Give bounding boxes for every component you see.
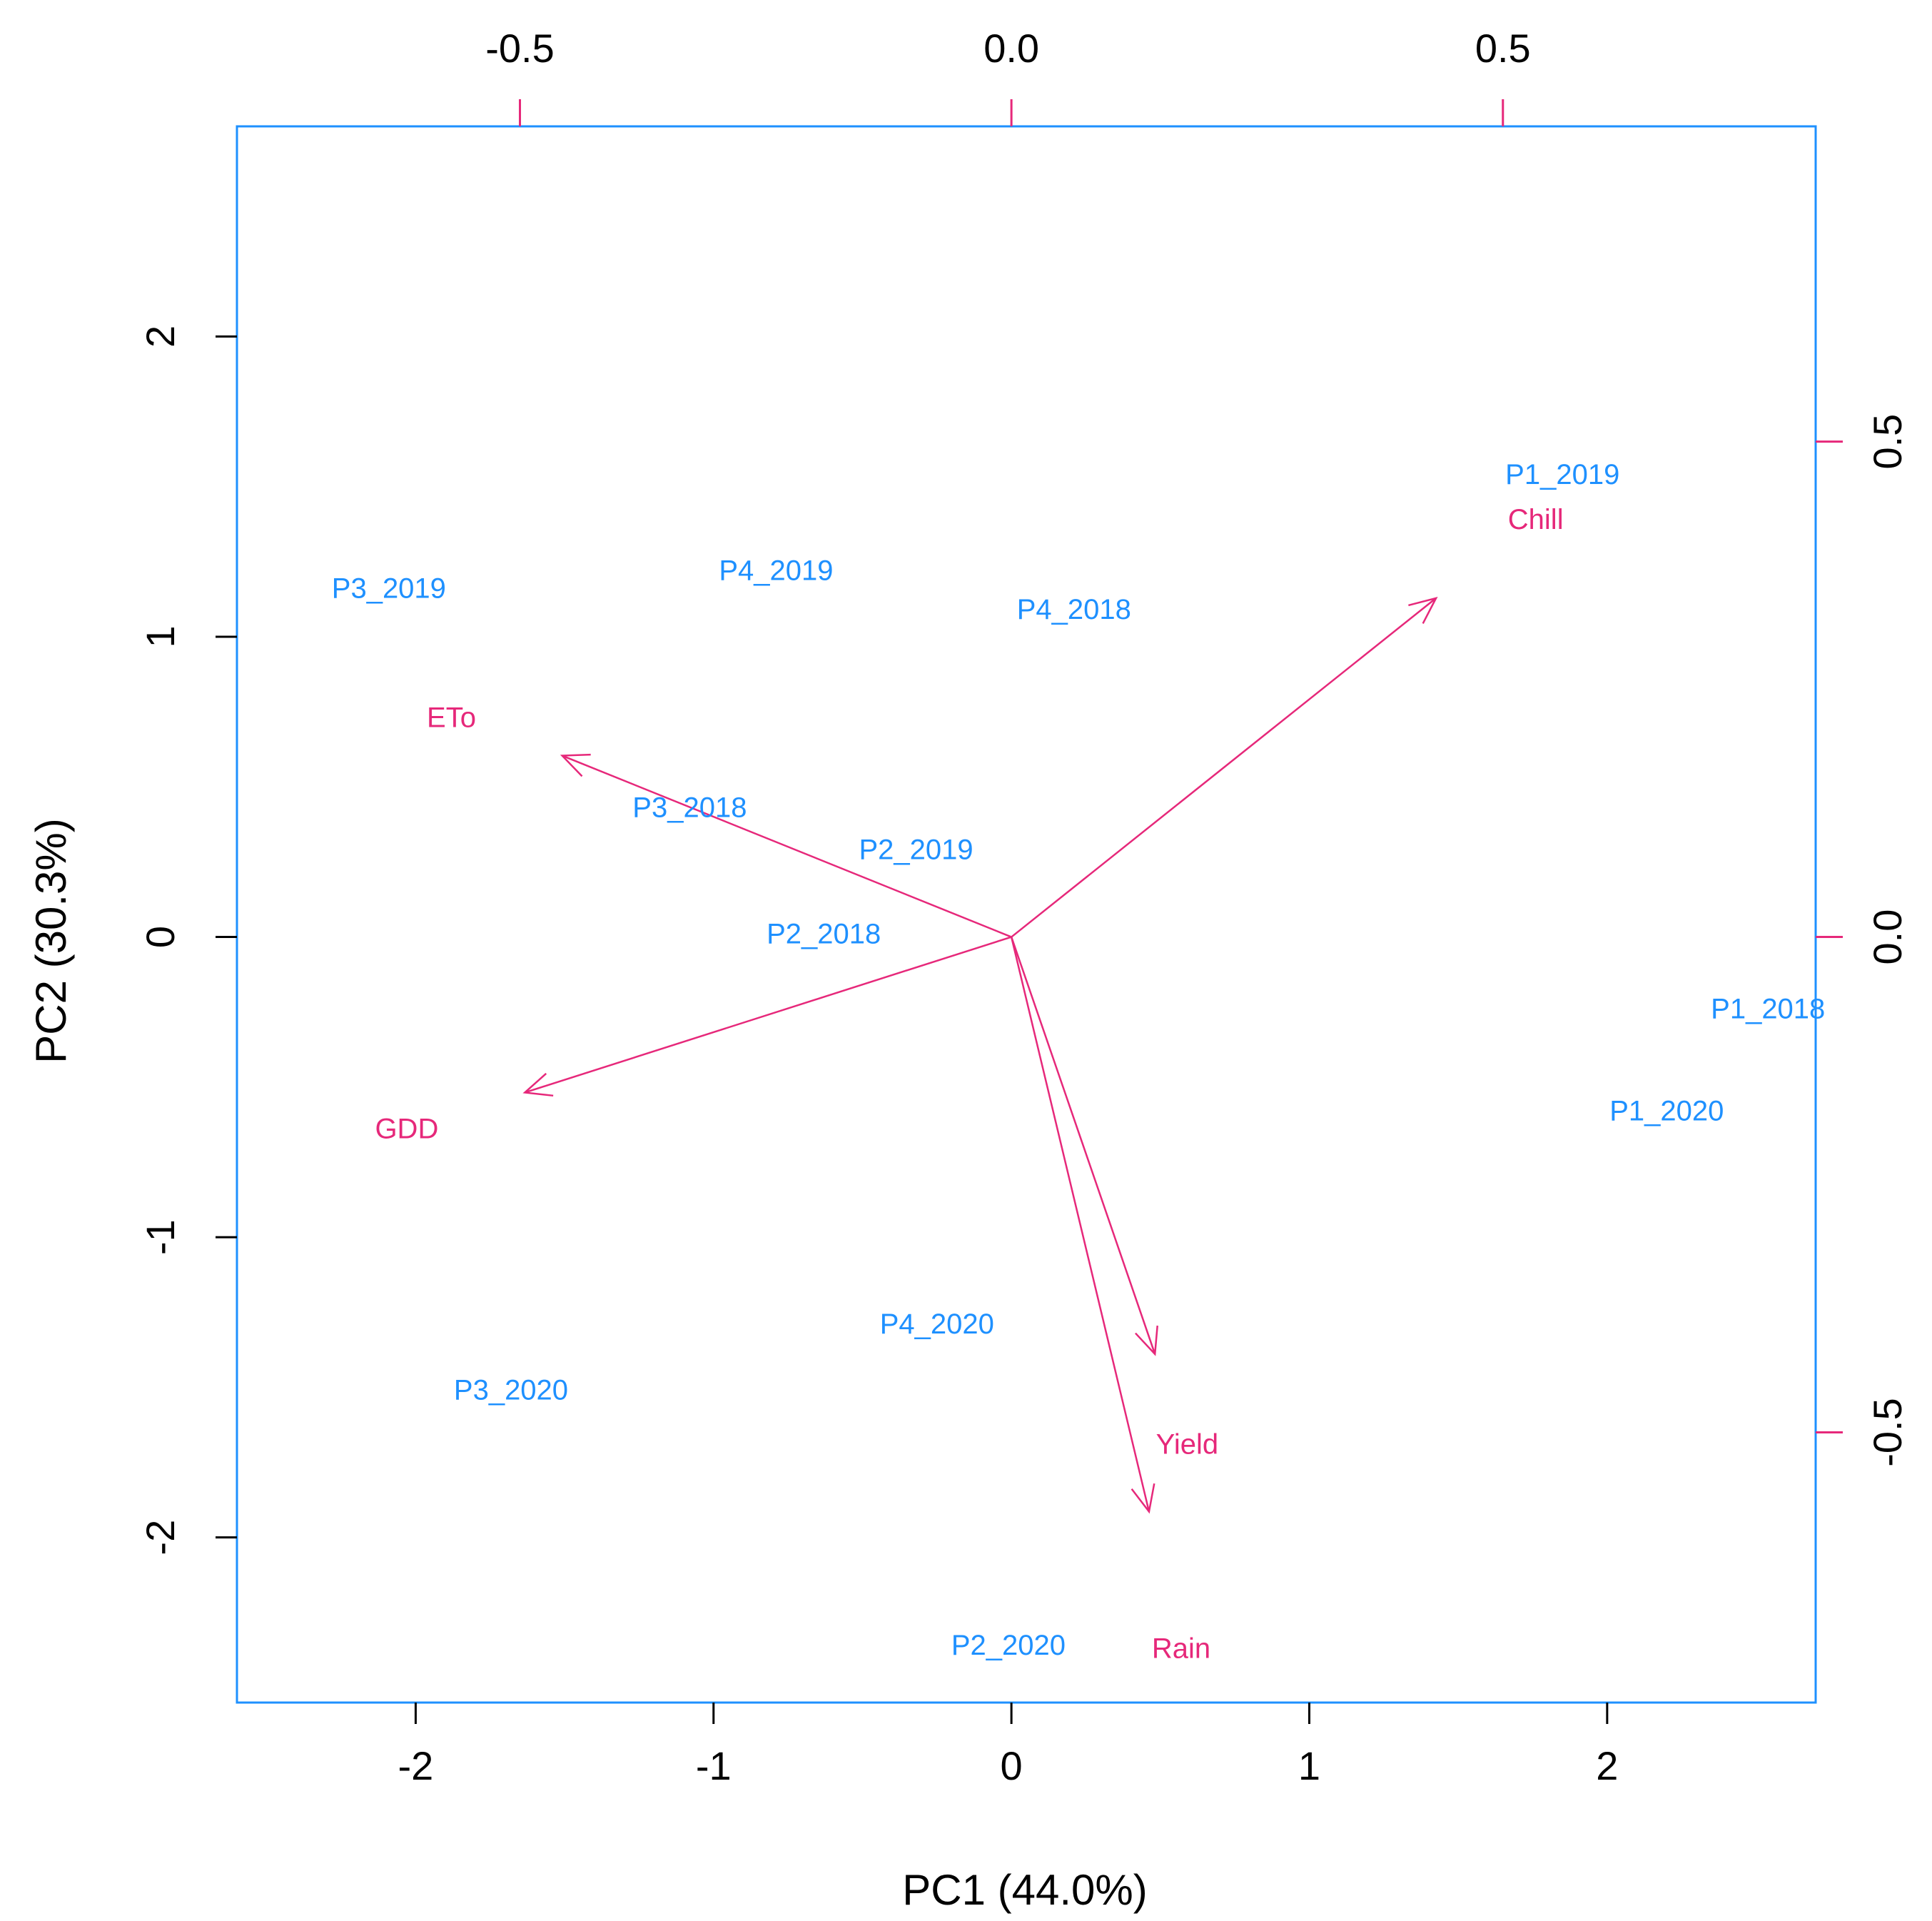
- arrow-head: [1131, 1483, 1155, 1514]
- variable-label: Rain: [1152, 1633, 1210, 1664]
- y-axis-title: PC2 (30.3%): [27, 818, 75, 1063]
- variable-label: Chill: [1508, 504, 1564, 535]
- observation-label: P3_2019: [332, 573, 446, 605]
- y-tick-label: 1: [138, 625, 183, 647]
- observation-label: P3_2018: [632, 792, 747, 824]
- top-tick-label: 0.0: [983, 26, 1039, 71]
- variable-label: Yield: [1156, 1428, 1218, 1460]
- x-tick-label: -1: [696, 1743, 732, 1788]
- loading-arrow-eto: [560, 753, 1012, 938]
- observation-label: P2_2018: [767, 918, 881, 949]
- observation-label: P4_2018: [1017, 594, 1131, 625]
- x-axis-title: PC1 (44.0%): [902, 1866, 1147, 1914]
- arrow-shaft: [524, 936, 1012, 1094]
- x-tick-label: 0: [1001, 1743, 1023, 1788]
- observation-label: P1_2019: [1505, 459, 1619, 490]
- arrow-head: [1135, 1325, 1158, 1356]
- loading-arrow-yield: [1010, 937, 1155, 1514]
- y-tick-label: 0: [138, 926, 183, 948]
- y-tick-label: -1: [138, 1219, 183, 1255]
- arrow-head: [522, 1072, 554, 1097]
- right-tick-label: 0.0: [1865, 909, 1910, 965]
- loading-arrow-gdd: [522, 936, 1012, 1097]
- axes-layer: -2 -1 0 1 2 -2 -1 0 1 2 -0.5 0.0 0.5 -0.5 0.0 0.5: [138, 26, 1910, 1788]
- arrow-head: [1408, 596, 1438, 624]
- observation-label: P2_2020: [951, 1630, 1066, 1661]
- arrow-head: [560, 753, 591, 777]
- observation-label: P3_2020: [454, 1375, 568, 1406]
- observation-label: P4_2020: [880, 1309, 994, 1340]
- x-tick-label: -2: [398, 1743, 434, 1788]
- y-tick-label: -2: [138, 1520, 183, 1556]
- arrow-shaft: [1010, 937, 1150, 1512]
- y-tick-label: 2: [138, 326, 183, 348]
- loading-arrow-chill: [1011, 596, 1438, 938]
- observation-label: P4_2019: [719, 555, 833, 586]
- observation-label: P1_2018: [1711, 993, 1825, 1024]
- observation-label: P1_2020: [1609, 1095, 1724, 1126]
- right-tick-label: 0.5: [1865, 414, 1910, 470]
- plot-frame: [236, 125, 1817, 1704]
- x-tick-label: 1: [1298, 1743, 1320, 1788]
- top-tick-label: -0.5: [485, 26, 555, 71]
- right-tick-label: -0.5: [1865, 1398, 1910, 1467]
- arrow-shaft: [562, 755, 1012, 938]
- observation-label: P2_2019: [859, 835, 973, 866]
- loading-arrow-rain: [1010, 937, 1158, 1356]
- variable-label: ETo: [427, 702, 476, 734]
- point-labels: Chill ETo GDD Rain Yield P1_2019 P3_2019 P4_201…: [332, 459, 1826, 1664]
- x-tick-label: 2: [1596, 1743, 1618, 1788]
- loading-arrows: [522, 596, 1438, 1514]
- variable-label: GDD: [375, 1114, 438, 1145]
- arrow-shaft: [1011, 597, 1437, 938]
- top-tick-label: 0.5: [1475, 26, 1531, 71]
- arrow-shaft: [1010, 937, 1156, 1355]
